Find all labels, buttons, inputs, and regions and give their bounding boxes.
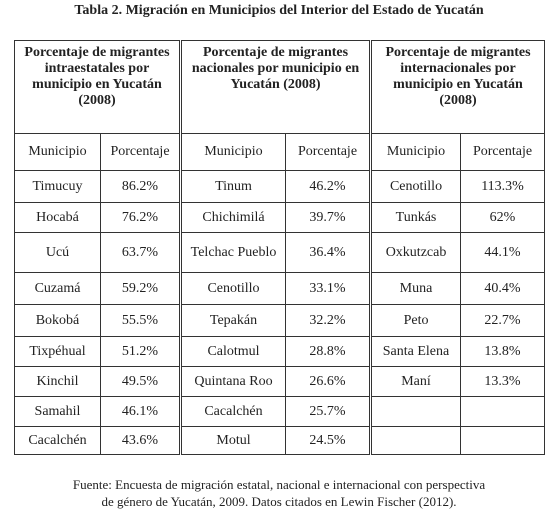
percentage-cell: 13.8% xyxy=(460,336,546,367)
percentage-cell: 26.6% xyxy=(284,366,372,397)
municipality-cell: Bokobá xyxy=(14,304,101,337)
data-row: Tixpéhual 51.2% Calotmul 28.8% Santa Elena 13… xyxy=(14,336,546,367)
percentage-cell: 39.7% xyxy=(284,202,372,233)
municipality-cell: Tixpéhual xyxy=(14,336,101,367)
empty-cell xyxy=(460,426,546,455)
column-header: Municipio xyxy=(14,133,101,171)
percentage-cell: 43.6% xyxy=(100,426,181,455)
municipality-cell: Quintana Roo xyxy=(179,366,286,397)
municipality-cell: Kinchil xyxy=(14,366,101,397)
percentage-cell: 49.5% xyxy=(100,366,181,397)
municipality-cell: Cuzamá xyxy=(14,272,101,305)
municipality-cell: Cenotillo xyxy=(369,170,462,203)
percentage-cell: 25.7% xyxy=(284,396,372,427)
municipality-cell: Ucú xyxy=(14,232,101,273)
column-header: Municipio xyxy=(179,133,286,171)
municipality-cell: Hocabá xyxy=(14,202,101,233)
percentage-cell: 22.7% xyxy=(460,304,546,337)
percentage-cell: 36.4% xyxy=(284,232,372,273)
percentage-cell: 59.2% xyxy=(100,272,181,305)
percentage-cell: 76.2% xyxy=(100,202,181,233)
column-header: Porcentaje xyxy=(460,133,546,171)
municipality-cell: Samahil xyxy=(14,396,101,427)
group-header: Porcentaje de migrantes internacionales … xyxy=(369,40,546,134)
footnote: Fuente: Encuesta de migración estatal, n… xyxy=(0,476,558,510)
data-row: Timucuy 86.2% Tinum 46.2% Cenotillo 113.3% xyxy=(14,170,546,203)
column-header: Porcentaje xyxy=(100,133,181,171)
data-row: Hocabá 76.2% Chichimilá 39.7% Tunkás 62% xyxy=(14,202,546,233)
data-row: Bokobá 55.5% Tepakán 32.2% Peto 22.7% xyxy=(14,304,546,337)
municipality-cell: Cenotillo xyxy=(179,272,286,305)
data-row: Samahil 46.1% Cacalchén 25.7% xyxy=(14,396,546,427)
municipality-cell: Cacalchén xyxy=(179,396,286,427)
municipality-cell: Oxkutzcab xyxy=(369,232,462,273)
subheader-row: Municipio Porcentaje Municipio Porcentaje Mu… xyxy=(14,133,546,171)
municipality-cell: Chichimilá xyxy=(179,202,286,233)
footnote-line: de género de Yucatán, 2009. Datos citado… xyxy=(101,494,457,509)
municipality-cell: Telchac Pueblo xyxy=(179,232,286,273)
municipality-cell: Calotmul xyxy=(179,336,286,367)
percentage-cell: 86.2% xyxy=(100,170,181,203)
municipality-cell: Santa Elena xyxy=(369,336,462,367)
footnote-line: Fuente: Encuesta de migración estatal, n… xyxy=(72,477,486,492)
percentage-cell: 13.3% xyxy=(460,366,546,397)
municipality-cell: Tinum xyxy=(179,170,286,203)
data-table: Porcentaje de migrantes intraestatales p… xyxy=(14,40,546,455)
municipality-cell: Peto xyxy=(369,304,462,337)
percentage-cell: 32.2% xyxy=(284,304,372,337)
data-row: Cacalchén 43.6% Motul 24.5% xyxy=(14,426,546,455)
group-header: Porcentaje de migrantes nacionales por m… xyxy=(178,40,372,134)
empty-cell xyxy=(369,426,462,455)
municipality-cell: Motul xyxy=(179,426,286,455)
percentage-cell: 33.1% xyxy=(284,272,372,305)
percentage-cell: 44.1% xyxy=(460,232,546,273)
percentage-cell: 24.5% xyxy=(284,426,372,455)
municipality-cell: Tunkás xyxy=(369,202,462,233)
municipality-cell: Timucuy xyxy=(14,170,101,203)
percentage-cell: 63.7% xyxy=(100,232,181,273)
percentage-cell: 28.8% xyxy=(284,336,372,367)
data-row: Cuzamá 59.2% Cenotillo 33.1% Muna 40.4% xyxy=(14,272,546,305)
data-row: Kinchil 49.5% Quintana Roo 26.6% Maní 13.3% xyxy=(14,366,546,397)
empty-cell xyxy=(460,396,546,427)
group-header: Porcentaje de migrantes intraestatales p… xyxy=(14,40,181,134)
percentage-cell: 51.2% xyxy=(100,336,181,367)
column-header: Porcentaje xyxy=(284,133,372,171)
percentage-cell: 55.5% xyxy=(100,304,181,337)
table-title: Tabla 2. Migración en Municipios del Int… xyxy=(74,3,484,18)
data-row: Ucú 63.7% Telchac Pueblo 36.4% Oxkutzcab 44.1… xyxy=(14,232,546,273)
municipality-cell: Tepakán xyxy=(179,304,286,337)
table-body: Porcentaje de migrantes intraestatales p… xyxy=(14,40,546,455)
percentage-cell: 62% xyxy=(460,202,546,233)
municipality-cell: Maní xyxy=(369,366,462,397)
header-row: Porcentaje de migrantes intraestatales p… xyxy=(14,40,546,134)
percentage-cell: 46.1% xyxy=(100,396,181,427)
municipality-cell: Cacalchén xyxy=(14,426,101,455)
municipality-cell: Muna xyxy=(369,272,462,305)
percentage-cell: 40.4% xyxy=(460,272,546,305)
column-header: Municipio xyxy=(369,133,462,171)
percentage-cell: 46.2% xyxy=(284,170,372,203)
empty-cell xyxy=(369,396,462,427)
percentage-cell: 113.3% xyxy=(460,170,546,203)
